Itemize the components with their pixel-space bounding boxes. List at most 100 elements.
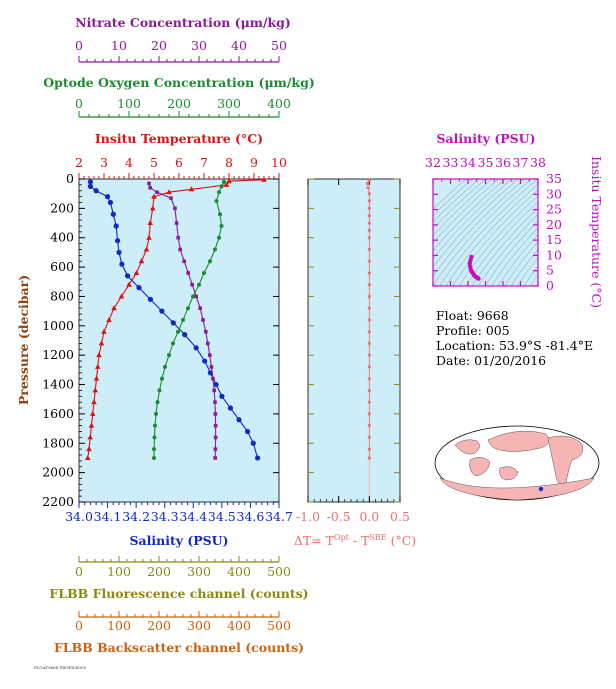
delta-t-panel: -1.0 -0.5 0.0 0.5	[296, 178, 410, 524]
date: Date: 01/20/2016	[436, 353, 547, 368]
delta-t-point	[367, 178, 371, 183]
backscatter-tick-label: 0	[75, 618, 83, 633]
profile-number: Profile: 005	[436, 323, 510, 338]
salinity-point	[254, 455, 261, 461]
nitrate-point	[213, 412, 218, 416]
nitrate-point	[173, 206, 177, 211]
delta-t-point	[367, 412, 371, 416]
salinity-tick-label: 34.0	[65, 509, 93, 524]
world-map	[434, 425, 600, 501]
oxygen-point	[213, 247, 217, 252]
nitrate-point	[155, 190, 159, 195]
fluorescence-tick-label: 100	[107, 564, 131, 579]
nitrate-point	[194, 294, 198, 299]
delta-t-point	[367, 456, 371, 460]
temperature-point	[261, 176, 267, 182]
delta-t-point	[367, 259, 371, 263]
density-isoline	[557, 169, 616, 286]
float-location-marker	[538, 486, 544, 492]
temperature-point	[133, 269, 140, 275]
oxygen-point	[157, 388, 162, 393]
delta-t-point	[367, 228, 371, 232]
temperature-tick-label: 9	[250, 155, 258, 170]
density-isoline	[504, 241, 538, 286]
nitrate-point	[208, 353, 212, 357]
temperature-tick-label: 8	[225, 155, 233, 170]
nitrate-point	[148, 186, 152, 190]
delta-t-point	[367, 294, 371, 299]
salinity-point	[250, 440, 256, 446]
nitrate-tick-label: 40	[231, 38, 247, 53]
oxygen-point	[152, 455, 156, 460]
salinity-point	[182, 332, 188, 338]
density-isoline	[433, 179, 487, 230]
theta-s-temperature-title: Insitu Temperature (°C)	[589, 156, 604, 308]
salinity-point	[113, 223, 119, 229]
density-isoline	[433, 179, 519, 268]
oxygen-point	[208, 259, 212, 264]
delta-t-tick-label: -1.0	[296, 509, 320, 524]
backscatter-axis-title: FLBB Backscatter channel (counts)	[54, 640, 304, 655]
location: Location: 53.9°S -81.4°E	[436, 338, 594, 353]
theta-s-y-tick-label: 15	[546, 232, 562, 247]
theta-s-x-tick-label: 37	[513, 155, 529, 170]
density-isoline	[433, 179, 493, 237]
salinity-point	[202, 358, 208, 364]
density-isoline	[478, 213, 538, 286]
salinity-point	[104, 194, 111, 200]
oxygen-point	[222, 179, 226, 184]
delta-t-point	[367, 221, 371, 225]
fluorescence-tick-label: 200	[147, 564, 171, 579]
theta-s-x-tick-label: 36	[495, 155, 511, 170]
density-isoline	[609, 169, 616, 286]
main-profiles	[84, 176, 267, 461]
delta-t-point	[365, 181, 370, 186]
temperature-point	[93, 375, 100, 381]
nitrate-point	[147, 181, 151, 186]
salinity-tick-label: 34.3	[151, 509, 179, 524]
oxygen-point	[152, 435, 157, 440]
oxygen-point	[217, 235, 221, 240]
density-isoline	[439, 179, 538, 286]
nitrate-point	[186, 271, 190, 275]
temperature-point	[166, 189, 172, 195]
salinity-point	[213, 381, 219, 388]
oxygen-point	[214, 199, 219, 204]
temperature-point	[89, 410, 96, 416]
delta-t-point	[367, 341, 371, 346]
fluorescence-axis-title: FLBB Fluorescence channel (counts)	[49, 586, 308, 601]
salinity-point	[236, 417, 242, 423]
delta-t-point	[367, 247, 371, 252]
delta-t-tick-label: 0.5	[390, 509, 410, 524]
nitrate-axis-title: Nitrate Concentration (μm/kg)	[75, 15, 291, 30]
temperature-point	[91, 399, 97, 405]
temperature-point	[88, 422, 95, 428]
theta-s-y-tick-label: 5	[546, 263, 554, 278]
density-isoline	[433, 179, 500, 244]
temperature-point	[147, 220, 154, 226]
oxygen-point	[217, 190, 221, 195]
delta-t-point	[367, 365, 371, 369]
oxygen-point	[218, 212, 222, 217]
nitrate-point	[190, 282, 194, 287]
density-isoline	[433, 179, 467, 210]
temperature-point	[143, 246, 150, 252]
salinity-point	[114, 238, 121, 244]
nitrate-point	[204, 329, 208, 334]
delta-t-tick-label: 0.0	[359, 509, 379, 524]
temperature-point	[138, 258, 145, 264]
nitrate-point	[213, 423, 218, 428]
delta-t-point	[367, 388, 371, 393]
nitrate-tick-label: 10	[111, 38, 127, 53]
density-isoline	[433, 179, 506, 252]
density-isoline	[433, 179, 532, 286]
salinity-point	[87, 179, 94, 185]
oxygen-point	[202, 270, 206, 275]
theta-s-y-tick-label: 30	[546, 186, 562, 201]
delta-t-point	[367, 214, 371, 218]
salinity-point	[116, 249, 122, 256]
oxygen-point	[171, 341, 175, 346]
oxygen-point	[154, 411, 158, 416]
pressure-tick-label: 1600	[42, 406, 74, 421]
